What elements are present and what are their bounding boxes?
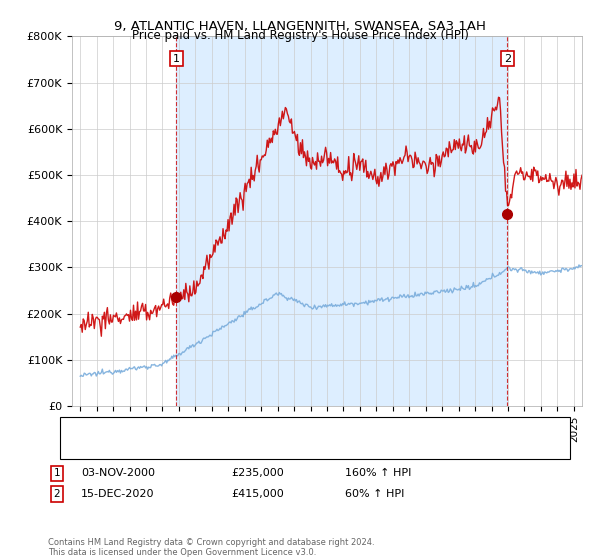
Text: 2: 2 [53, 489, 61, 499]
Text: 15-DEC-2020: 15-DEC-2020 [81, 489, 155, 499]
Text: 1: 1 [53, 468, 61, 478]
Text: ─────: ───── [72, 437, 110, 451]
Text: £235,000: £235,000 [231, 468, 284, 478]
Text: HPI: Average price, detached house, Swansea: HPI: Average price, detached house, Swan… [108, 439, 347, 449]
Text: ─────: ───── [72, 421, 110, 434]
Text: Contains HM Land Registry data © Crown copyright and database right 2024.
This d: Contains HM Land Registry data © Crown c… [48, 538, 374, 557]
Text: Price paid vs. HM Land Registry's House Price Index (HPI): Price paid vs. HM Land Registry's House … [131, 29, 469, 42]
Bar [176, 36, 508, 406]
Text: 2: 2 [504, 54, 511, 64]
Text: £415,000: £415,000 [231, 489, 284, 499]
Text: 160% ↑ HPI: 160% ↑ HPI [345, 468, 412, 478]
Text: 60% ↑ HPI: 60% ↑ HPI [345, 489, 404, 499]
Text: 1: 1 [173, 54, 180, 64]
Text: 03-NOV-2000: 03-NOV-2000 [81, 468, 155, 478]
Text: 9, ATLANTIC HAVEN, LLANGENNITH, SWANSEA, SA3 1AH: 9, ATLANTIC HAVEN, LLANGENNITH, SWANSEA,… [114, 20, 486, 32]
Text: 9, ATLANTIC HAVEN, LLANGENNITH, SWANSEA, SA3 1AH (detached house): 9, ATLANTIC HAVEN, LLANGENNITH, SWANSEA,… [108, 422, 496, 432]
